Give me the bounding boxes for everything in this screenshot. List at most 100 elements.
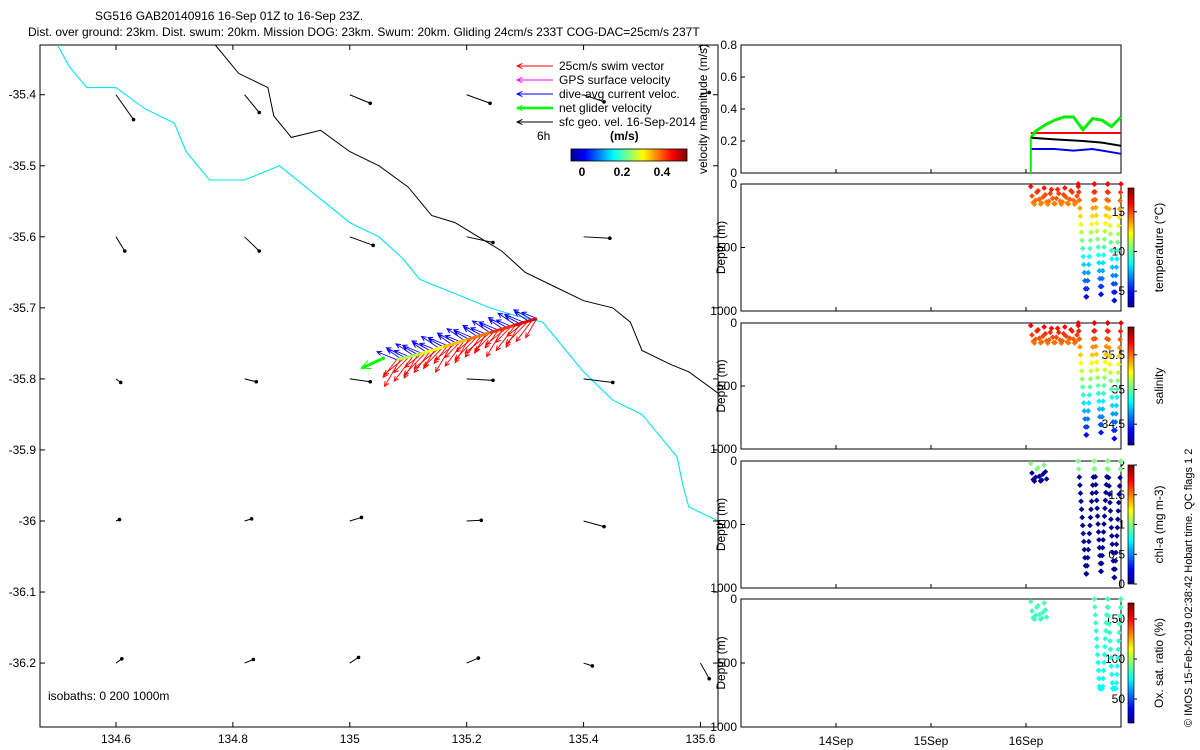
temperature-marker-38 — [1074, 193, 1080, 199]
geo-vector-head-13 — [368, 379, 373, 384]
salinity-panel-axes — [740, 322, 1122, 450]
chla-marker-46 — [1092, 473, 1099, 480]
chla-marker-85 — [1109, 549, 1116, 556]
isobath-200m — [57, 45, 718, 522]
oxygen-marker-37 — [1102, 643, 1108, 650]
geo-vector-3 — [466, 94, 491, 104]
salinity-marker-93 — [1102, 367, 1108, 373]
swim-vector-head-12 — [474, 347, 480, 354]
salinity-colorbar — [1127, 326, 1135, 446]
salinity-marker-42 — [1076, 336, 1083, 342]
chla-marker-84 — [1109, 541, 1116, 548]
geo-vector-head-10 — [608, 236, 612, 241]
chla-marker-25 — [1081, 546, 1088, 553]
salinity-marker-51 — [1081, 408, 1088, 414]
current-vector-head-22 — [428, 338, 435, 344]
salinity-marker-89 — [1100, 398, 1106, 405]
oxygen-marker-50 — [1107, 646, 1114, 653]
swim-vector-28 — [403, 354, 419, 379]
velocity-ytick-label-4: 0.8 — [720, 38, 737, 52]
temperature-marker-1 — [1029, 193, 1035, 199]
glider-track-segment-3 — [442, 338, 468, 349]
salinity-marker-106 — [1107, 369, 1114, 376]
temperature-marker-65 — [1089, 213, 1096, 220]
legend-label-3: net glider velocity — [559, 101, 652, 115]
temperature-ylabel: Depth (m) — [714, 221, 728, 274]
oxygen-marker-54 — [1109, 680, 1116, 686]
geo-vector-head-1 — [257, 110, 261, 115]
salinity-marker-17 — [1048, 325, 1055, 332]
temperature-marker-34 — [1069, 189, 1075, 195]
temperature-marker-26 — [1059, 199, 1066, 205]
oxygen-marker-49 — [1107, 638, 1113, 644]
chla-marker-78 — [1106, 491, 1113, 498]
salinity-marker-87 — [1099, 414, 1106, 420]
salinity-marker-75 — [1093, 359, 1100, 365]
current-vector-head-5 — [497, 312, 504, 318]
salinity-marker-100 — [1104, 320, 1111, 326]
speed-colorbar — [570, 148, 688, 162]
map-ytick-label-0: -35.4 — [9, 88, 37, 102]
map-ytick-label-1: -35.5 — [9, 159, 37, 173]
salinity-marker-107 — [1108, 377, 1114, 384]
temperature-marker-50 — [1080, 261, 1087, 268]
salinity-marker-79 — [1095, 390, 1102, 397]
velocity-panel-axes — [740, 44, 1122, 174]
oxygen-marker-0 — [1027, 598, 1034, 605]
geo-vector-head-25 — [590, 664, 595, 668]
swim-vector-5 — [495, 324, 516, 351]
salinity-marker-116 — [1112, 427, 1118, 434]
salinity-marker-122 — [1114, 377, 1121, 384]
temperature-marker-85 — [1098, 291, 1105, 298]
chla-marker-32 — [1085, 546, 1092, 553]
salinity-marker-71 — [1092, 327, 1098, 334]
current-vector-4 — [505, 315, 521, 325]
salinity-marker-92 — [1101, 374, 1108, 381]
temperature-marker-40 — [1075, 181, 1082, 187]
geo-vector-head-26 — [707, 676, 712, 681]
temperature-colorbar — [1127, 187, 1135, 308]
geo-vector-head-3 — [488, 101, 492, 106]
chla-marker-39 — [1089, 490, 1096, 497]
salinity-marker-50 — [1080, 400, 1087, 406]
temperature-marker-7 — [1036, 196, 1043, 203]
glider-track-segment-2 — [466, 331, 491, 342]
salinity-marker-56 — [1084, 424, 1090, 430]
oxygen-colorbar — [1127, 602, 1135, 724]
geo-vector-head-19 — [479, 518, 484, 523]
temperature-marker-21 — [1053, 195, 1060, 202]
chla-marker-75 — [1105, 466, 1111, 473]
map-xtick-label-1: 134.8 — [218, 732, 248, 746]
chla-marker-7 — [1036, 473, 1043, 480]
current-vector-head-2 — [514, 311, 521, 317]
salinity-marker-15 — [1046, 337, 1052, 343]
temperature-marker-92 — [1101, 236, 1108, 243]
salinity-marker-91 — [1101, 382, 1107, 389]
map-ytick-label-6: -36 — [19, 514, 37, 528]
temperature-marker-87 — [1099, 275, 1106, 282]
oxygen-marker-24 — [1096, 675, 1102, 682]
temperature-marker-71 — [1092, 189, 1098, 195]
salinity-marker-115 — [1111, 435, 1118, 442]
geo-vector-head-2 — [368, 101, 373, 106]
salinity-marker-78 — [1095, 382, 1101, 389]
glider-track-segment-0 — [512, 317, 538, 328]
oxygen-marker-7 — [1036, 611, 1043, 618]
temperature-marker-20 — [1052, 200, 1058, 207]
swim-vector-head-4 — [505, 341, 511, 348]
geo-vector-7 — [244, 236, 260, 252]
salinity-marker-127 — [1117, 336, 1123, 343]
chla-marker-49 — [1093, 497, 1100, 504]
temperature-marker-91 — [1101, 244, 1107, 250]
temperature-marker-51 — [1081, 269, 1088, 276]
current-vector-head-33 — [376, 350, 383, 356]
oxygen-marker-70 — [1116, 621, 1123, 627]
chla-marker-44 — [1091, 458, 1098, 464]
geo-vector-2 — [349, 94, 371, 104]
oxygen-marker-66 — [1114, 654, 1121, 661]
swim-vector-13 — [464, 335, 482, 358]
map-xtick-label-2: 135 — [340, 732, 360, 746]
swim-vector-head-13 — [464, 351, 470, 358]
salinity-marker-103 — [1106, 344, 1112, 351]
oxygen-marker-36 — [1101, 651, 1108, 658]
